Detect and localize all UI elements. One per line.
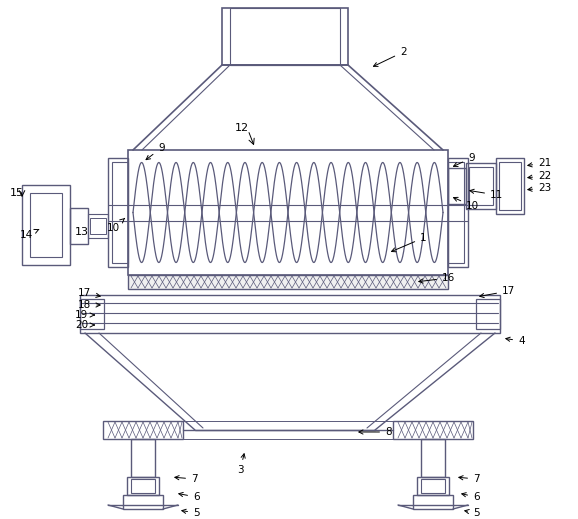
Text: 21: 21 [528,158,551,168]
Bar [448,158,468,267]
Text: 11: 11 [470,189,503,200]
Bar [476,299,500,329]
Bar [131,439,155,477]
Text: 22: 22 [528,171,551,181]
Text: 16: 16 [419,273,455,283]
Text: 10: 10 [454,197,479,211]
Bar [448,168,466,204]
Bar [90,218,106,234]
Text: 3: 3 [237,454,245,475]
Text: 17: 17 [78,288,100,298]
Text: 18: 18 [78,300,100,310]
Bar [88,214,108,238]
Text: 9: 9 [146,143,165,160]
Text: 7: 7 [175,474,198,484]
Text: 19: 19 [75,310,94,320]
Text: 13: 13 [75,227,89,237]
Text: 1: 1 [391,233,427,252]
Bar [417,477,449,495]
Text: 5: 5 [465,508,480,518]
Bar [123,495,163,509]
Text: 15: 15 [10,188,24,198]
Bar [128,150,448,275]
Bar [413,495,453,509]
Bar [112,162,128,263]
Bar [499,162,521,210]
Text: 2: 2 [373,47,407,66]
Text: 10: 10 [107,218,125,233]
Text: 4: 4 [506,336,525,346]
Bar [80,299,104,329]
Bar [469,167,493,205]
Bar [127,477,159,495]
Text: 8: 8 [359,427,392,437]
Text: 14: 14 [20,229,39,240]
Bar [131,479,155,493]
Bar [30,193,62,257]
Bar [103,421,183,439]
Text: 9: 9 [454,153,475,167]
Text: 6: 6 [462,492,480,502]
Bar [496,158,524,214]
Bar [421,479,445,493]
Bar [70,208,88,244]
Bar [80,295,500,333]
Bar [466,163,496,209]
Text: 12: 12 [235,123,249,133]
Bar [22,185,70,265]
Bar [222,8,348,65]
Bar [448,162,464,263]
Text: 23: 23 [528,183,551,193]
Bar [108,158,128,267]
Bar [128,275,448,289]
Text: 20: 20 [75,320,94,330]
Bar [421,439,445,477]
Text: 7: 7 [459,474,480,484]
Bar [393,421,473,439]
Text: 17: 17 [480,286,515,297]
Text: 5: 5 [182,508,199,518]
Text: 6: 6 [179,492,199,502]
Bar [230,8,340,65]
